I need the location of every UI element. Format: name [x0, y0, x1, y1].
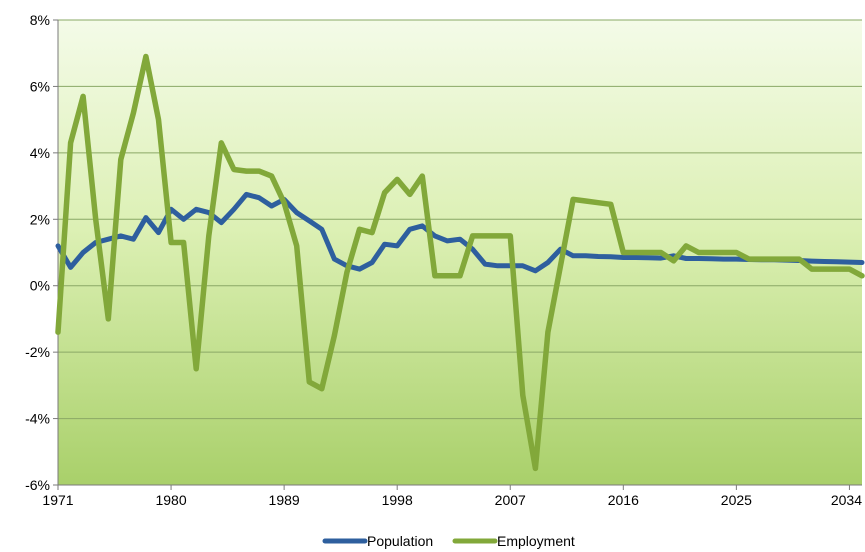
- x-tick-label: 2007: [495, 492, 526, 508]
- y-tick-label: -6%: [25, 477, 50, 493]
- series-lines: [55, 53, 865, 472]
- y-axis: 8% 6% 4% 2% 0% -2% -4% -6%: [25, 12, 59, 493]
- y-tick-label: 8%: [30, 12, 50, 28]
- y-tick-label: 2%: [30, 211, 50, 227]
- legend-label: Employment: [497, 533, 575, 549]
- legend-label: Population: [367, 533, 433, 549]
- y-tick-label: 6%: [30, 78, 50, 94]
- x-tick-label: 2016: [608, 492, 639, 508]
- x-axis: 1971 1980 1989 1998 2007 2016 2025 2034: [42, 484, 862, 508]
- y-tick-label: -2%: [25, 344, 50, 360]
- legend-item-population: Population: [322, 533, 433, 549]
- series-line-employment: [55, 53, 865, 472]
- series-line-population: [55, 191, 865, 274]
- y-tick-label: -4%: [25, 411, 50, 427]
- legend: Population Employment: [322, 533, 575, 549]
- y-tick-label: 0%: [30, 278, 50, 294]
- legend-item-employment: Employment: [452, 533, 575, 549]
- x-tick-label: 1980: [155, 492, 186, 508]
- x-tick-label: 2025: [721, 492, 752, 508]
- x-tick-label: 1989: [269, 492, 300, 508]
- y-tick-label: 4%: [30, 145, 50, 161]
- x-tick-label: 1998: [382, 492, 413, 508]
- x-tick-label: 2034: [831, 492, 862, 508]
- x-tick-label: 1971: [42, 492, 73, 508]
